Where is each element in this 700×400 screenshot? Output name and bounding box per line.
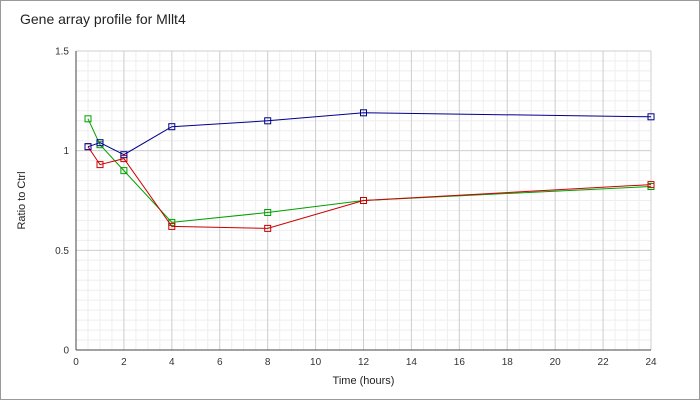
x-tick-label: 20 (550, 357, 562, 368)
x-tick-label: 0 (73, 357, 79, 368)
y-tick-labels: 0 0.5 1 1.5 (55, 47, 69, 357)
data-point-marker (84, 115, 92, 123)
x-tick-label: 10 (310, 357, 322, 368)
x-tick-label: 2 (121, 357, 127, 368)
x-tick-label: 24 (645, 357, 657, 368)
data-point-marker (96, 161, 104, 169)
y-tick-label: 0 (63, 346, 69, 357)
data-point-marker (120, 151, 128, 159)
data-point-marker (360, 197, 367, 204)
data-point-marker (96, 139, 104, 147)
data-point-marker (264, 117, 272, 125)
y-axis-label: Ratio to Ctrl (16, 171, 28, 229)
data-point-marker (264, 224, 272, 232)
chart-title: Gene array profile for Mllt4 (20, 11, 186, 27)
data-point-marker (264, 209, 272, 216)
x-tick-labels: 0 2 4 6 8 10 12 14 16 18 20 22 24 (73, 357, 657, 368)
x-tick-label: 22 (598, 357, 610, 368)
x-tick-label: 18 (502, 357, 514, 368)
x-tick-label: 8 (265, 357, 271, 368)
data-point-marker (168, 222, 176, 230)
series-line-3 (87, 112, 652, 156)
data-point-marker (360, 109, 367, 117)
data-point-marker (120, 155, 128, 163)
x-tick-label: 4 (169, 357, 175, 368)
series-line-2 (87, 146, 652, 229)
y-tick-label: 1.5 (55, 47, 69, 58)
x-tick-label: 16 (454, 357, 466, 368)
data-point-marker (647, 113, 655, 121)
series-layer (84, 109, 655, 232)
y-tick-label: 0.5 (55, 246, 69, 257)
data-point-marker (84, 143, 92, 151)
x-tick-label: 12 (358, 357, 370, 368)
y-tick-label: 1 (63, 146, 69, 157)
data-point-marker (168, 123, 176, 131)
data-point-marker (647, 181, 655, 189)
axes (75, 51, 651, 351)
x-tick-label: 14 (406, 357, 418, 368)
x-axis-label: Time (hours) (333, 375, 395, 387)
data-point-marker (120, 167, 128, 175)
x-tick-label: 6 (217, 357, 223, 368)
